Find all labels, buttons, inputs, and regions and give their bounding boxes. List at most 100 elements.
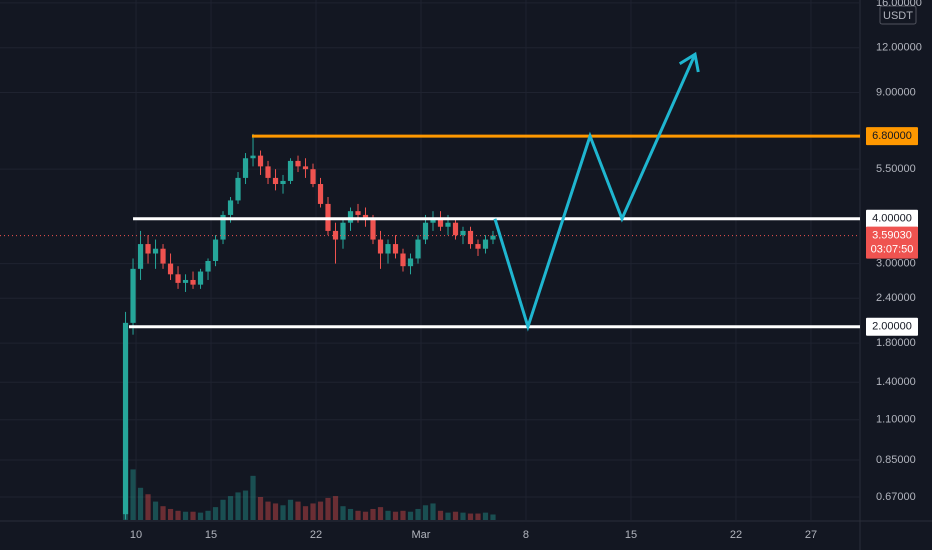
volume-bar	[475, 513, 481, 520]
y-tick-label: 9.00000	[876, 86, 916, 98]
volume-bar	[182, 511, 189, 520]
volume-bar	[422, 505, 429, 520]
volume-bar	[205, 510, 211, 520]
candle-body	[190, 279, 196, 285]
level-label-box	[866, 317, 918, 336]
candle-body	[347, 211, 354, 223]
x-tick-label: 15	[205, 529, 217, 541]
candle-body	[482, 239, 489, 249]
x-tick-label: 15	[625, 529, 637, 541]
volume-bar	[452, 511, 459, 520]
volume-bar	[347, 508, 354, 520]
level-label: 4.00000	[872, 213, 912, 225]
volume-bar	[460, 512, 466, 520]
candle-body	[317, 184, 324, 204]
y-tick-label: 1.10000	[876, 414, 916, 426]
candle-body	[370, 218, 376, 240]
level-label-box	[866, 209, 918, 228]
candle-body	[332, 230, 339, 240]
candle-body	[212, 239, 219, 261]
volume-bar	[437, 510, 444, 520]
volume-bar	[332, 496, 339, 520]
candle-body	[152, 248, 159, 254]
volume-bar	[265, 501, 271, 520]
candle-body	[400, 253, 406, 267]
y-tick-label: 1.80000	[876, 337, 916, 349]
candle-body	[265, 166, 271, 178]
volume-bar	[295, 501, 301, 520]
candle-body	[392, 244, 399, 254]
candle-body	[377, 239, 384, 254]
volume-bar	[235, 492, 241, 520]
candle-body	[452, 222, 459, 236]
volume-bar	[250, 475, 256, 520]
candle-body	[242, 158, 249, 178]
volume-bar	[325, 497, 331, 520]
projection-arrowhead	[678, 51, 700, 73]
candle-body	[295, 160, 301, 167]
volume-bar	[227, 496, 234, 520]
candle-body	[197, 271, 204, 285]
volume-bar	[355, 510, 361, 520]
candle-body	[235, 177, 241, 201]
candle-body	[422, 222, 429, 240]
volume-bar	[482, 512, 489, 520]
x-tick-label: 10	[130, 529, 142, 541]
y-tick-label: 0.67000	[876, 491, 916, 503]
candle-body	[362, 214, 369, 219]
candle-body	[475, 244, 481, 249]
volume-bar	[415, 508, 421, 520]
x-tick-label: Mar	[412, 529, 431, 541]
y-tick-label: 5.50000	[876, 163, 916, 175]
y-tick-label: 1.40000	[876, 376, 916, 388]
volume-bar	[280, 505, 286, 520]
currency: USDT	[883, 10, 913, 22]
candle-body	[302, 166, 309, 170]
candle-body	[182, 279, 189, 283]
volume-bar	[400, 510, 406, 520]
last-price-label: 3.59030	[872, 229, 912, 241]
y-tick-label: 0.85000	[876, 454, 916, 466]
volume-bar	[152, 501, 159, 520]
level-label: 2.00000	[872, 321, 912, 333]
candle-body	[122, 322, 129, 515]
candle-body	[220, 214, 226, 240]
level-label: 6.80000	[872, 130, 912, 142]
x-tick-label: 27	[805, 529, 817, 541]
candle-body	[437, 218, 444, 227]
candle-body	[145, 244, 151, 254]
volume-bar	[197, 512, 204, 520]
volume-bar	[257, 497, 264, 520]
volume-bar	[190, 511, 196, 520]
candle-body	[175, 274, 181, 283]
candle-body	[355, 211, 361, 215]
volume-bar	[220, 499, 226, 520]
y-tick-label: 12.00000	[876, 42, 922, 54]
volume-bar	[362, 511, 369, 520]
volume-bar	[377, 507, 384, 520]
candle-body	[445, 222, 451, 227]
candle-body	[340, 222, 346, 240]
candle-body	[460, 230, 466, 236]
last-price-box	[866, 226, 918, 259]
volume-bar	[370, 508, 376, 520]
volume-bar	[137, 487, 144, 520]
candle-body	[280, 180, 286, 185]
candle-body	[467, 230, 474, 245]
y-tick-label: 2.40000	[876, 292, 916, 304]
volume-bar	[310, 503, 316, 520]
volume-bar	[467, 513, 474, 520]
volume-bar	[145, 494, 151, 520]
x-tick-label: 22	[310, 529, 322, 541]
volume-bar	[167, 508, 174, 520]
volume-bar	[392, 511, 399, 520]
volume-bar	[130, 469, 136, 520]
volume-bar	[385, 510, 391, 520]
countdown-label: 03:07:50	[871, 243, 914, 255]
candle-body	[167, 263, 174, 275]
candle-body	[385, 244, 391, 254]
volume-bar	[175, 510, 181, 520]
volume-bar	[430, 503, 436, 520]
candle-body	[272, 177, 279, 185]
